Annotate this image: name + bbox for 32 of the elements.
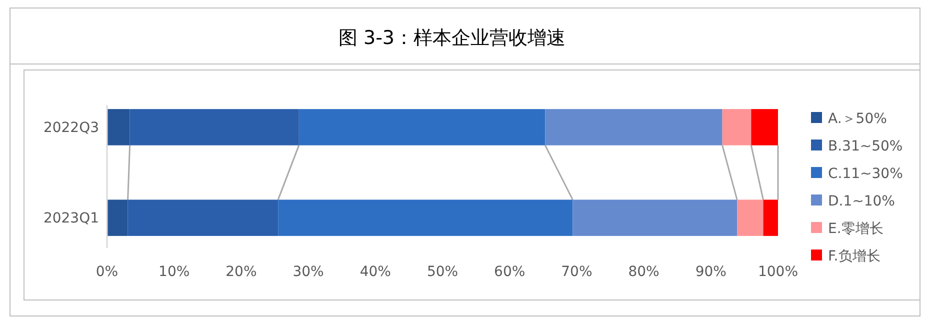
x-tick-label: 90% (695, 264, 726, 280)
x-tick-label: 70% (561, 264, 592, 280)
bar (130, 109, 299, 146)
legend-label: A.＞50% (828, 110, 887, 127)
bar (763, 200, 778, 236)
bar (572, 200, 738, 236)
y-tick-label: 2023Q1 (43, 210, 99, 227)
chart-title: 图 3-3：样本企业营收增速 (338, 27, 566, 49)
x-tick-label: 30% (292, 264, 324, 280)
bar (722, 109, 752, 146)
bar (737, 200, 764, 236)
bar (545, 109, 722, 146)
bar (278, 200, 573, 236)
legend-label: C.11~30% (828, 166, 903, 182)
bar (107, 109, 130, 146)
bar (107, 200, 128, 236)
legend-label: E.零增长 (828, 220, 884, 237)
bar (298, 109, 546, 146)
legend-label: D.1~10% (828, 193, 895, 210)
x-tick-label: 20% (226, 264, 257, 280)
x-tick-label: 10% (158, 264, 190, 280)
legend-label: B.31~50% (828, 138, 903, 154)
x-tick-label: 50% (426, 264, 458, 280)
x-tick-label: 40% (360, 264, 391, 280)
bar (128, 200, 278, 236)
x-tick-label: 100% (758, 264, 798, 280)
x-tick-label: 60% (494, 264, 526, 280)
bar (751, 109, 778, 146)
y-tick-label: 2022Q3 (43, 120, 99, 136)
x-tick-label: 0% (96, 264, 118, 280)
x-tick-label: 80% (628, 264, 660, 280)
legend-label: F.负增长 (828, 248, 880, 264)
